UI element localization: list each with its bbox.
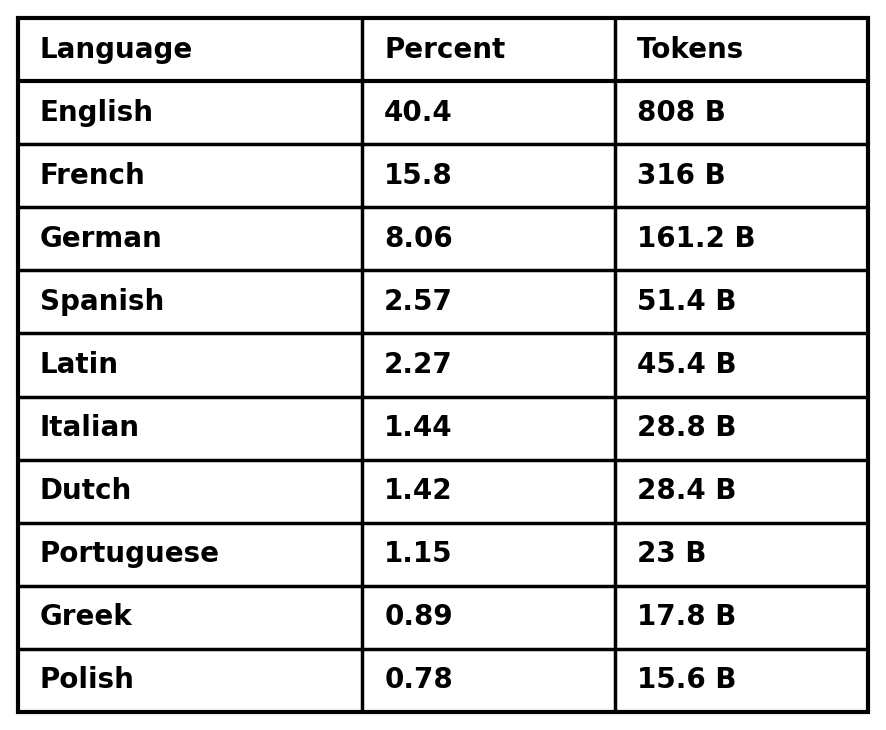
Text: Italian: Italian [40,414,140,442]
Text: 40.4: 40.4 [385,99,453,126]
Text: 15.6 B: 15.6 B [637,666,736,694]
Text: 51.4 B: 51.4 B [637,288,736,316]
Text: Portuguese: Portuguese [40,540,220,568]
Text: 17.8 B: 17.8 B [637,604,736,631]
Text: French: French [40,162,146,190]
Text: 161.2 B: 161.2 B [637,225,756,253]
Text: Tokens: Tokens [637,36,744,64]
Text: Spanish: Spanish [40,288,164,316]
Text: 28.4 B: 28.4 B [637,477,736,505]
Text: 28.8 B: 28.8 B [637,414,736,442]
Text: 316 B: 316 B [637,162,726,190]
Text: 8.06: 8.06 [385,225,453,253]
Text: German: German [40,225,163,253]
Text: Language: Language [40,36,193,64]
Text: 15.8: 15.8 [385,162,453,190]
Text: 1.44: 1.44 [385,414,453,442]
Text: Latin: Latin [40,351,119,379]
Text: 1.15: 1.15 [385,540,453,568]
Text: Greek: Greek [40,604,133,631]
Text: 808 B: 808 B [637,99,726,126]
Text: English: English [40,99,154,126]
Text: 2.27: 2.27 [385,351,453,379]
Text: 45.4 B: 45.4 B [637,351,736,379]
Text: 1.42: 1.42 [385,477,453,505]
Text: Percent: Percent [385,36,506,64]
Text: 23 B: 23 B [637,540,706,568]
Text: 2.57: 2.57 [385,288,453,316]
Text: Polish: Polish [40,666,135,694]
Text: 0.78: 0.78 [385,666,453,694]
Text: 0.89: 0.89 [385,604,453,631]
Text: Dutch: Dutch [40,477,132,505]
